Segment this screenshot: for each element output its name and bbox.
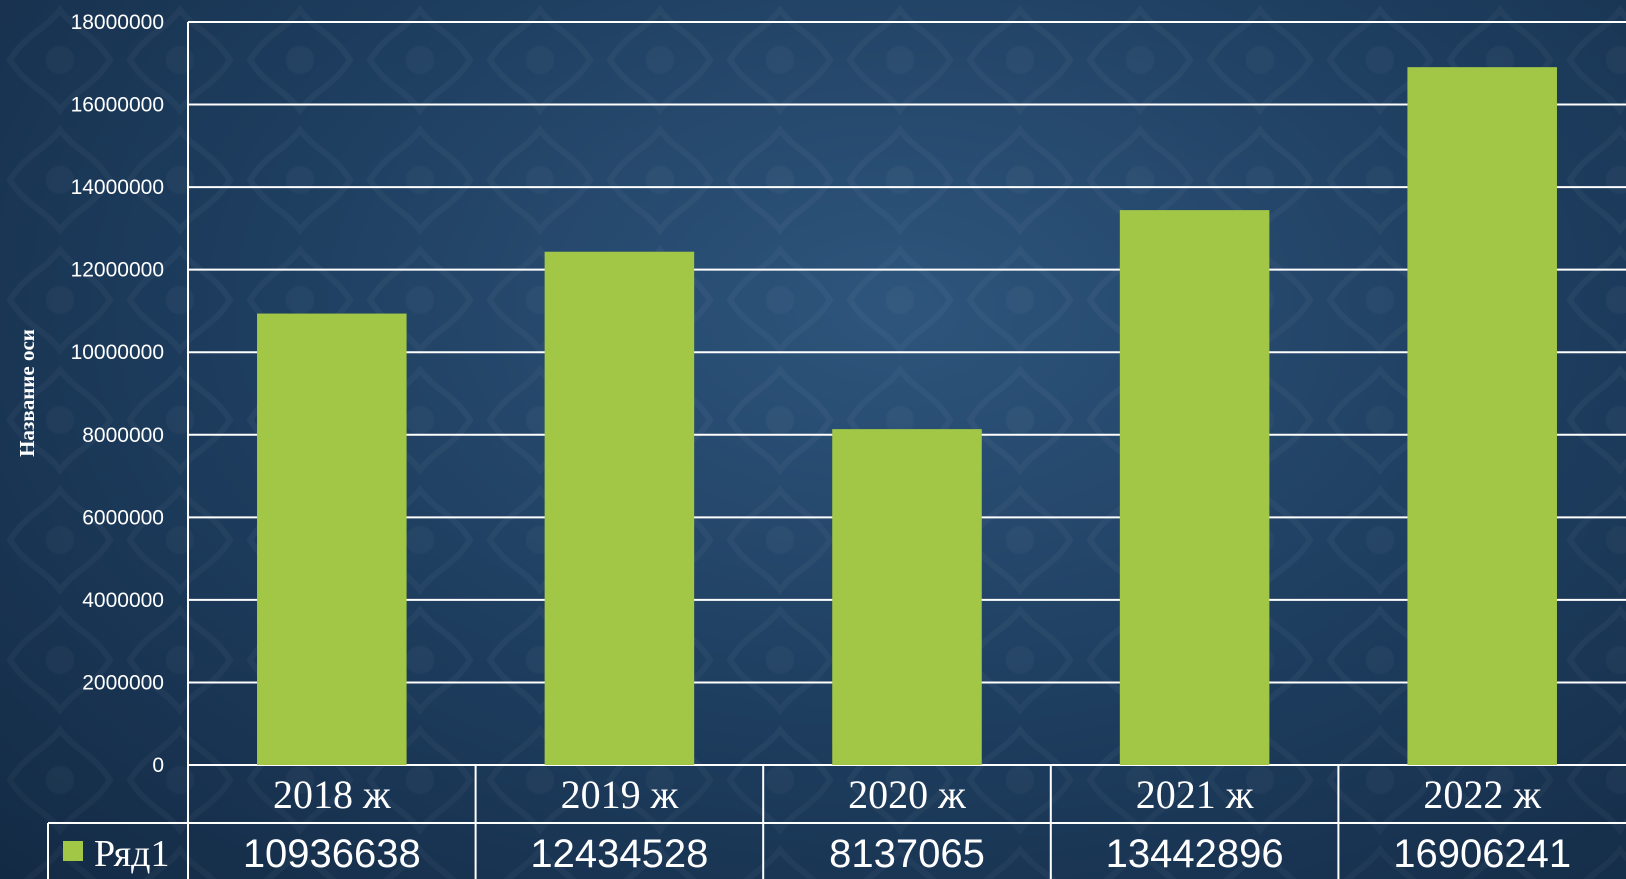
y-axis-title: Название оси <box>15 329 39 457</box>
bar <box>1119 210 1270 766</box>
data-table-value: 13442896 <box>1106 832 1284 876</box>
y-axis-ticks: 0 2000000 4000000 6000000 8000000 10000000 120… <box>71 11 164 777</box>
category-label: 2022 ж <box>1423 772 1541 817</box>
data-table-value: 8137065 <box>829 832 985 876</box>
bar <box>544 251 695 765</box>
bar <box>832 429 982 765</box>
y-tick-label: 18000000 <box>71 11 164 34</box>
y-tick-label: 6000000 <box>82 506 164 529</box>
bar <box>1407 67 1557 765</box>
y-tick-label: 0 <box>152 754 164 777</box>
data-table-value: 10936638 <box>243 832 421 876</box>
y-tick-label: 8000000 <box>82 424 164 447</box>
y-tick-label: 14000000 <box>71 176 164 199</box>
category-label: 2020 ж <box>848 772 966 817</box>
data-table-value: 12434528 <box>530 832 708 876</box>
legend-key <box>63 841 83 861</box>
bars <box>257 67 1557 766</box>
y-tick-label: 12000000 <box>71 259 164 282</box>
category-label: 2021 ж <box>1136 772 1254 817</box>
category-label: 2019 ж <box>561 772 679 817</box>
data-table-value: 16906241 <box>1393 832 1571 876</box>
y-tick-label: 4000000 <box>82 589 164 612</box>
bar <box>257 313 407 765</box>
y-tick-label: 10000000 <box>71 341 164 364</box>
legend-series-name: Ряд1 <box>94 833 170 875</box>
category-label: 2018 ж <box>273 772 391 817</box>
data-table: 2018 ж 10936638 2019 ж 12434528 2020 ж 813706… <box>47 765 1626 879</box>
y-tick-label: 16000000 <box>71 94 164 117</box>
y-tick-label: 2000000 <box>82 671 164 694</box>
